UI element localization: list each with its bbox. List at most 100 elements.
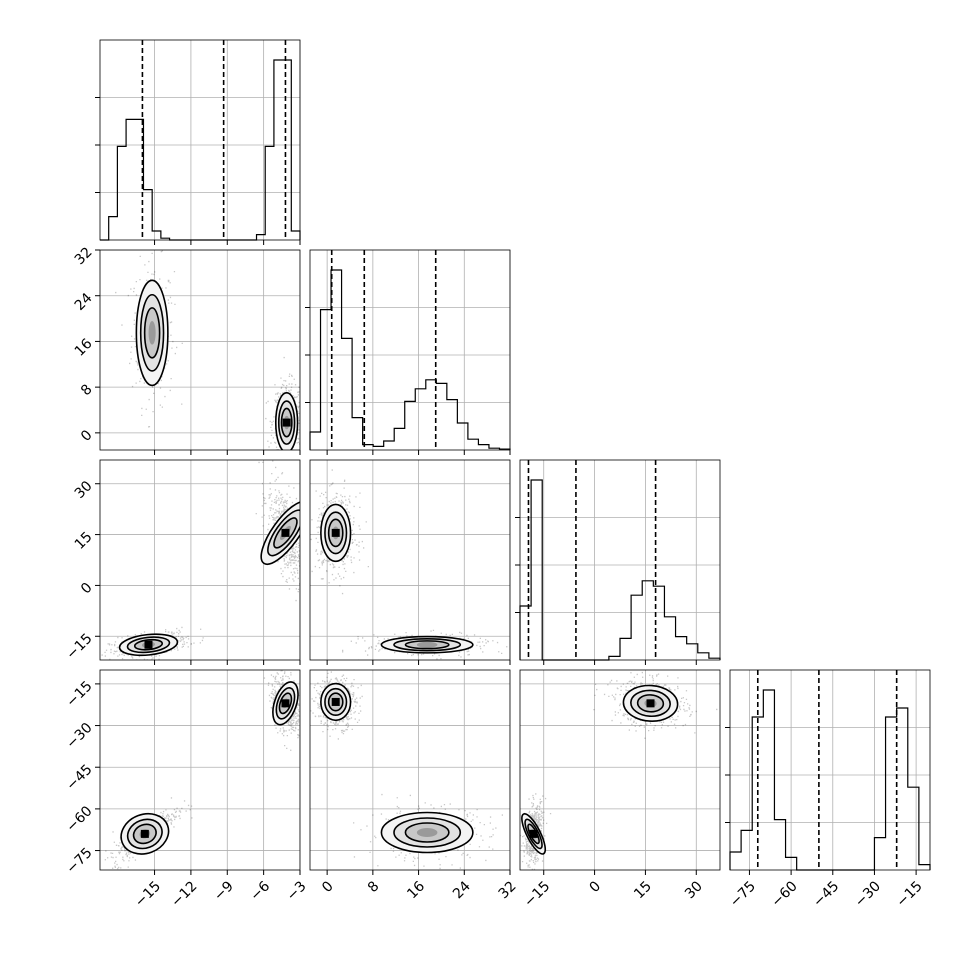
scatter-panel-p0-p3: [95, 669, 301, 875]
x-tick-label-p1: 0: [319, 878, 337, 896]
density-contour: [118, 633, 179, 657]
panel-frame: [309, 249, 511, 451]
histogram-panel-p1: [305, 249, 511, 455]
density-contour: [404, 640, 450, 650]
panel-content: [100, 670, 300, 870]
x-tick-label-p1: 8: [365, 878, 383, 896]
density-peak: [140, 829, 149, 838]
density-contour: [135, 279, 169, 387]
density-peak: [529, 829, 538, 838]
density-contour: [277, 400, 296, 445]
density-contour: [324, 511, 348, 555]
panel-frame: [99, 249, 301, 451]
scatter-points: [593, 671, 718, 739]
x-tick-label-p0: −9: [211, 878, 237, 904]
histogram-bars: [309, 269, 511, 450]
panel-frame: [99, 669, 301, 871]
x-tick-label-p1: 32: [496, 878, 520, 902]
y-tick-label-p3: −60: [63, 803, 95, 835]
panel-content: [310, 460, 510, 660]
scatter-panel-p0-p2: [95, 459, 301, 665]
scatter-panel-p1-p2: [309, 459, 511, 665]
density-contour: [139, 293, 165, 372]
panel-frame: [309, 459, 511, 661]
panel-background: [100, 40, 300, 240]
density-contour: [324, 687, 348, 717]
x-tick-label-p1: 16: [404, 878, 428, 902]
x-tick-label-p0: −15: [132, 878, 164, 910]
density-contour: [521, 813, 547, 855]
density-contour: [524, 818, 543, 850]
y-tick-label-p1: 32: [72, 244, 96, 268]
density-contour: [327, 518, 344, 548]
density-contour: [630, 689, 671, 718]
density-contour: [267, 509, 300, 557]
density-contour: [275, 687, 296, 720]
density-contour: [120, 812, 170, 855]
x-tick-label-p2: 15: [631, 878, 655, 902]
density-contour: [404, 822, 450, 843]
panel-frame: [519, 669, 721, 871]
density-contour: [636, 694, 665, 713]
panel-background: [100, 250, 300, 450]
density-peak: [646, 699, 655, 708]
x-tick-label-p2: 0: [587, 878, 605, 896]
x-tick-label-p3: −45: [810, 878, 842, 910]
density-contour: [380, 635, 474, 654]
panel-frame: [99, 459, 301, 661]
y-tick-label-p1: 16: [72, 336, 96, 360]
panel-frame: [309, 669, 511, 871]
density-peak: [144, 640, 153, 649]
panel-background: [520, 460, 720, 660]
density-contour: [280, 407, 293, 438]
panel-content: [310, 670, 510, 870]
y-tick-label-p3: −45: [63, 762, 95, 794]
density-contour: [273, 517, 298, 549]
density-level-fill: [416, 828, 438, 837]
scatter-panel-p0-p1: [95, 249, 301, 455]
panel-background: [310, 460, 510, 660]
density-contour: [393, 817, 462, 848]
panel-content: [520, 670, 720, 870]
y-tick-label-p3: −75: [63, 845, 95, 877]
panel-frame: [99, 39, 301, 241]
histogram-panel-p3: [725, 669, 931, 875]
panel-content: [100, 460, 300, 660]
scatter-panel-p2-p3: [519, 669, 721, 875]
density-contour: [393, 638, 462, 652]
density-contour: [320, 682, 352, 722]
density-peak: [282, 418, 291, 427]
density-contour: [272, 681, 299, 726]
panel-background: [520, 670, 720, 870]
y-tick-label-p2: 0: [78, 580, 96, 598]
density-contour: [274, 392, 299, 450]
x-tick-label-p3: −60: [769, 878, 801, 910]
density-contour: [380, 811, 474, 854]
panel-content: [100, 250, 300, 450]
y-tick-label-p1: 24: [72, 290, 96, 314]
density-peak: [331, 528, 340, 537]
x-tick-label-p3: −30: [852, 878, 884, 910]
histogram-panel-p2: [515, 459, 721, 665]
density-level-fill: [416, 641, 438, 648]
x-tick-label-p3: −15: [894, 878, 926, 910]
y-tick-label-p2: 15: [72, 529, 96, 553]
density-contour: [327, 692, 344, 712]
density-peak: [331, 697, 340, 706]
panel-background: [730, 670, 930, 870]
y-tick-label-p1: 8: [78, 381, 96, 399]
x-tick-label-p3: −75: [727, 878, 759, 910]
x-tick-label-p2: 30: [682, 878, 706, 902]
panel-frame: [519, 459, 721, 661]
x-tick-label-p2: −15: [521, 878, 553, 910]
y-tick-label-p3: −30: [63, 720, 95, 752]
density-contour: [622, 684, 679, 722]
scatter-panel-p1-p3: [309, 669, 511, 875]
y-tick-label-p3: −15: [63, 678, 95, 710]
x-tick-label-p0: −6: [247, 878, 273, 904]
density-contour: [143, 307, 161, 359]
density-contour: [260, 500, 300, 566]
panel-background: [310, 250, 510, 450]
histogram-panel-p0: [95, 39, 301, 245]
